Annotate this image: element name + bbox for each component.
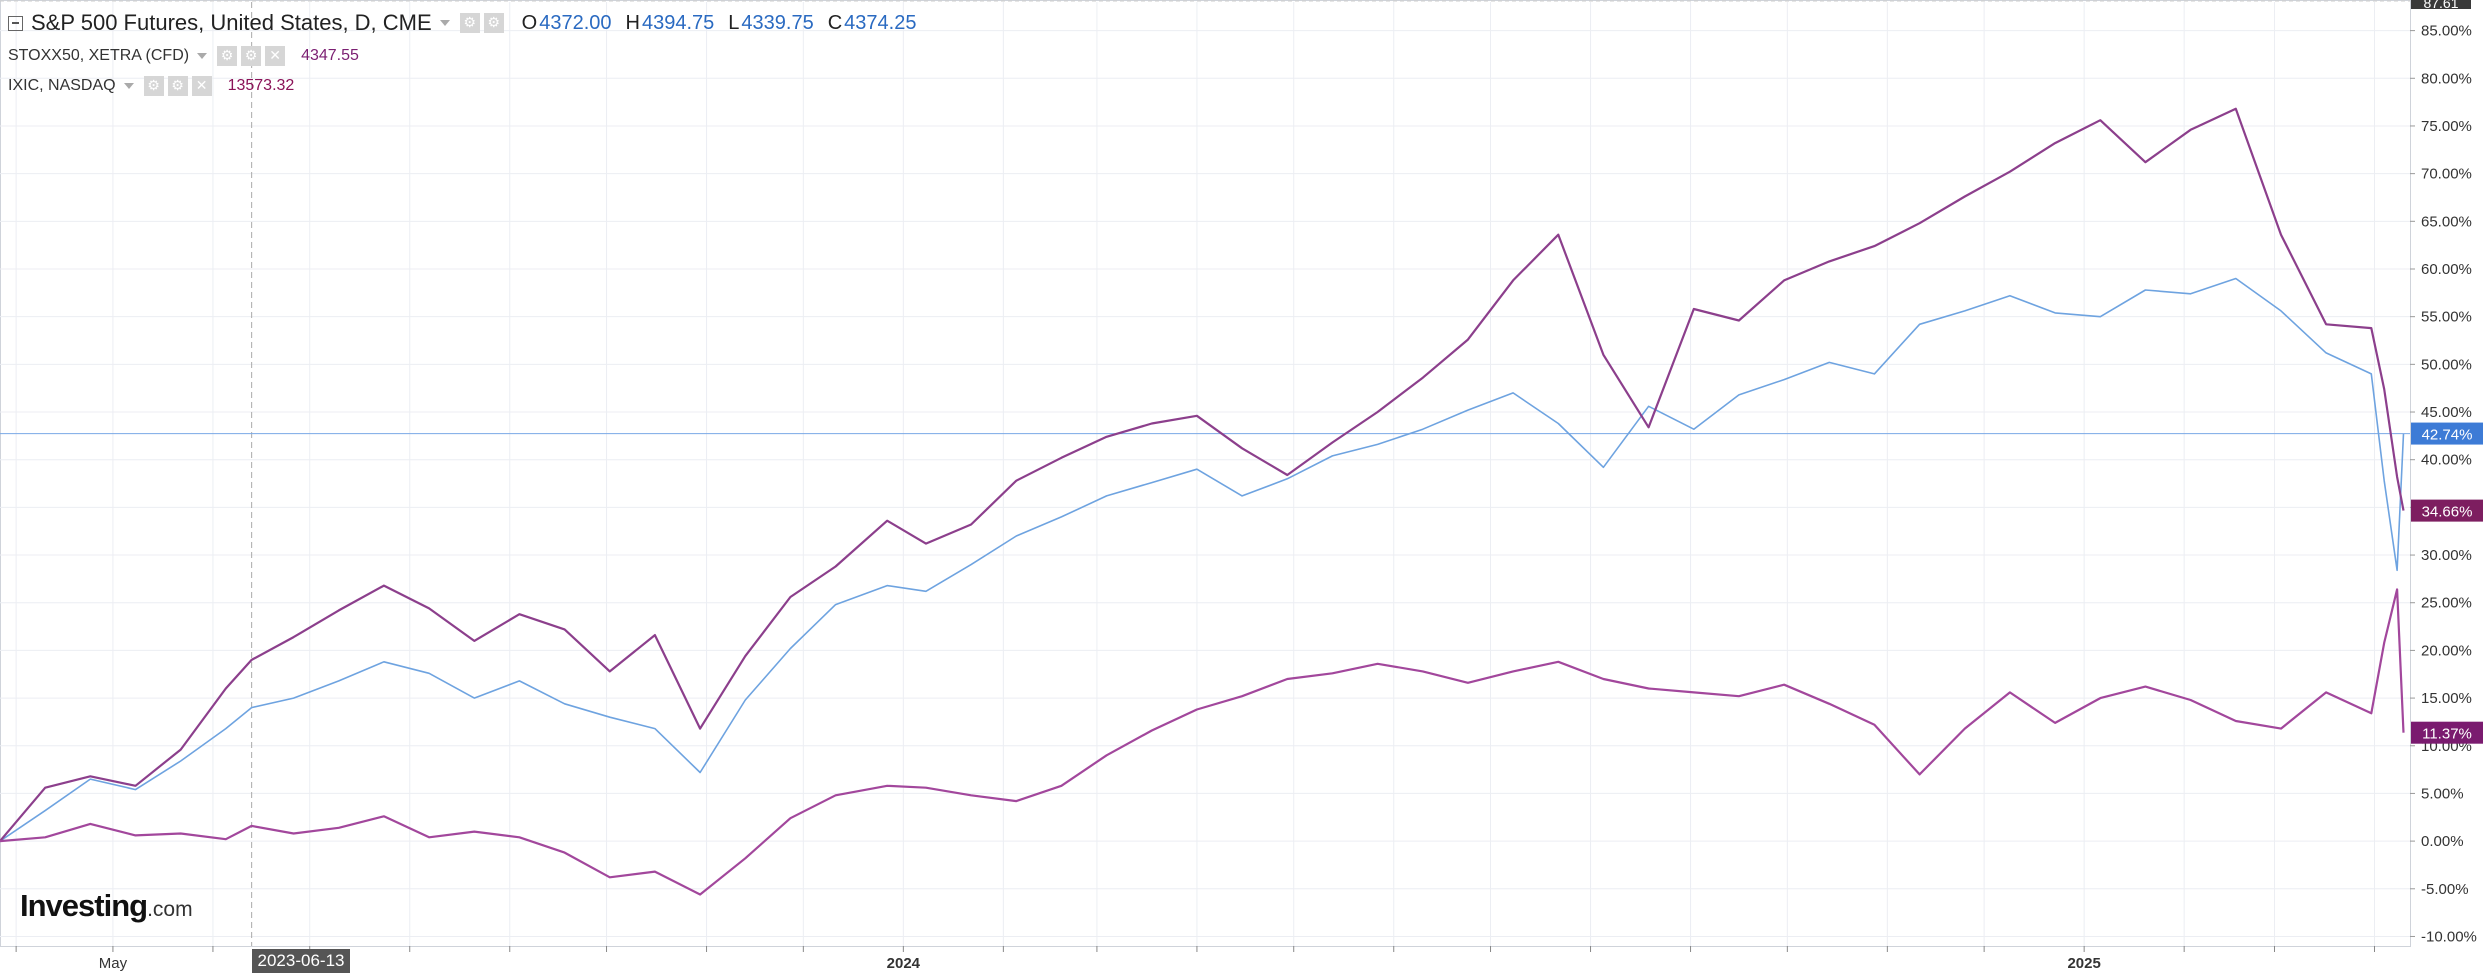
y-tick-label: 50.00% <box>2421 356 2472 373</box>
y-tick-label: 60.00% <box>2421 261 2472 278</box>
logo-wordmark: Investing <box>20 888 148 923</box>
y-tick-label: 20.00% <box>2421 642 2472 659</box>
series-line-stoxx <box>0 107 2405 842</box>
legend-compare-ixic: IXIC, NASDAQ ⚙ ⚙ ✕ 13573.32 <box>8 76 294 96</box>
y-tick-label: 45.00% <box>2421 404 2472 421</box>
series-layer <box>0 107 2405 896</box>
main-series-title[interactable]: S&P 500 Futures, United States, D, CME <box>31 10 432 35</box>
chevron-down-icon[interactable] <box>439 20 450 26</box>
series-line-ixic <box>0 588 2405 896</box>
x-tick-label: May <box>99 955 128 972</box>
last-value-badge-ixic <box>2411 721 2483 744</box>
y-tick-label: 70.00% <box>2421 166 2472 183</box>
legend-compare-stoxx: STOXX50, XETRA (CFD) ⚙ ⚙ ✕ 4347.55 <box>8 46 359 66</box>
compare-value-ixic: 13573.32 <box>227 77 295 94</box>
ohlc-low: L 4339.75 <box>728 11 814 34</box>
chevron-down-icon[interactable] <box>197 53 208 59</box>
y-top-label: 87.61 <box>2423 0 2458 11</box>
y-tick-label: 25.00% <box>2421 595 2472 612</box>
compare-value-stoxx: 4347.55 <box>301 47 359 64</box>
settings-icon[interactable]: ⚙ <box>217 46 238 66</box>
y-tick-label: 0.00% <box>2421 833 2464 850</box>
price-axis[interactable]: -10.00%-5.00%0.00%5.00%10.00%15.00%20.00… <box>2410 23 2477 946</box>
series-line-sp500 <box>0 277 2405 842</box>
y-tick-label: 30.00% <box>2421 547 2472 564</box>
y-tick-label: 5.00% <box>2421 785 2464 802</box>
ohlc-open: O 4372.00 <box>521 11 612 34</box>
time-axis[interactable]: May 2024 2025 <box>15 946 2376 972</box>
last-value-badge-stoxx <box>2411 499 2483 522</box>
ohlc-high: H 4394.75 <box>625 11 715 34</box>
y-tick-label: -10.00% <box>2421 928 2477 945</box>
y-tick-label: 75.00% <box>2421 118 2472 135</box>
last-value-badges: 42.74% 34.66% 11.37% 87.61 <box>2411 0 2483 744</box>
format-icon[interactable]: ⚙ <box>483 13 504 33</box>
investing-logo: Investing.com <box>20 888 193 924</box>
settings-icon[interactable]: ⚙ <box>143 76 164 96</box>
y-tick-label: 40.00% <box>2421 452 2472 469</box>
compare-title-ixic[interactable]: IXIC, NASDAQ <box>8 77 116 94</box>
last-value-label-ixic: 11.37% <box>2422 726 2472 743</box>
y-tick-label: 55.00% <box>2421 309 2472 326</box>
y-top-badge <box>2411 0 2471 9</box>
settings-icon[interactable]: ⚙ <box>459 13 480 33</box>
x-tick-label: 2025 <box>2067 955 2100 972</box>
crosshair-date-label: 2023-06-13 <box>252 949 350 973</box>
format-icon[interactable]: ⚙ <box>241 46 262 66</box>
y-tick-label: 65.00% <box>2421 213 2472 230</box>
close-icon[interactable]: ✕ <box>191 76 212 96</box>
last-value-label-stoxx: 34.66% <box>2422 504 2473 521</box>
y-tick-label: 80.00% <box>2421 70 2472 87</box>
y-tick-label: 85.00% <box>2421 23 2472 40</box>
legend-main-series: S&P 500 Futures, United States, D, CME ⚙… <box>8 10 916 36</box>
close-icon[interactable]: ✕ <box>265 46 286 66</box>
y-tick-label: -5.00% <box>2421 881 2469 898</box>
format-icon[interactable]: ⚙ <box>167 76 188 96</box>
last-value-label-sp500: 42.74% <box>2422 427 2473 444</box>
x-tick-label: 2024 <box>887 955 921 972</box>
compare-title-stoxx[interactable]: STOXX50, XETRA (CFD) <box>8 47 190 64</box>
grid-layer <box>0 0 2411 947</box>
chevron-down-icon[interactable] <box>123 83 134 89</box>
last-value-badge-sp500 <box>2411 422 2483 445</box>
ohlc-close: C 4374.25 <box>827 11 917 34</box>
y-tick-label: 15.00% <box>2421 690 2472 707</box>
collapse-legend-icon[interactable] <box>8 15 23 31</box>
logo-suffix: .com <box>147 898 193 921</box>
